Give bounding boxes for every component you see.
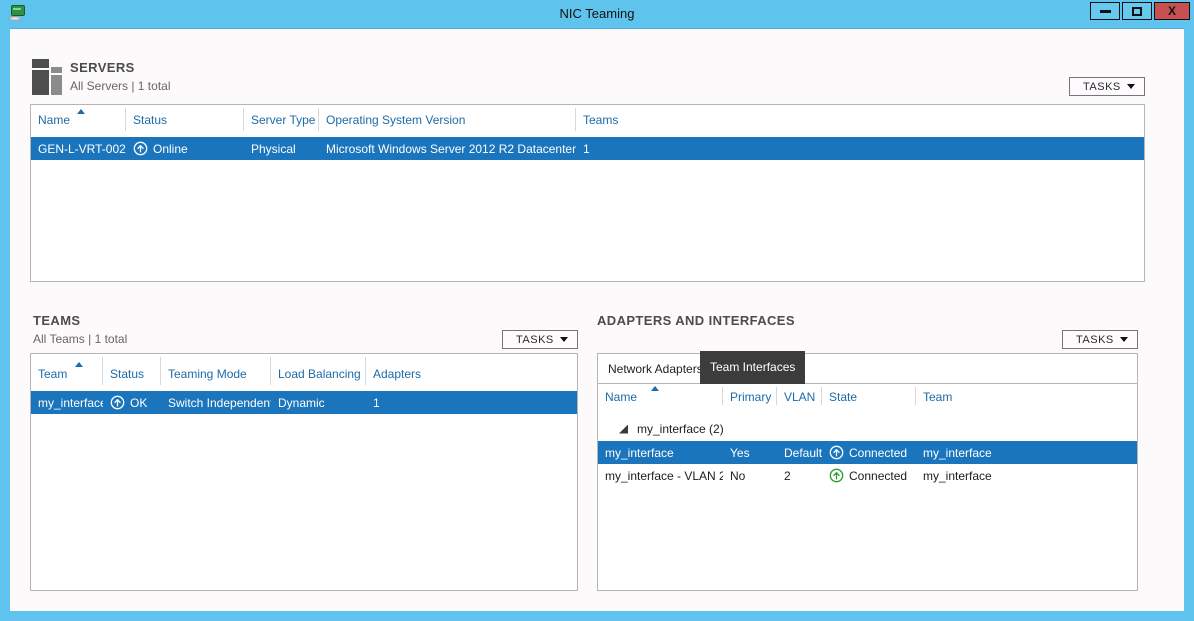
servers-icon xyxy=(32,58,63,95)
adapters-section-title: ADAPTERS AND INTERFACES xyxy=(597,313,795,328)
group-label: my_interface (2) xyxy=(637,422,724,436)
maximize-icon xyxy=(1132,6,1142,16)
group-expanded-icon[interactable] xyxy=(619,424,628,434)
servers-column-name[interactable]: Name xyxy=(31,105,126,137)
interface-primary-cell: No xyxy=(730,468,746,483)
teams-column-team[interactable]: Team xyxy=(31,354,103,391)
chevron-down-icon xyxy=(1120,337,1128,342)
interface-vlan-cell: 2 xyxy=(784,468,791,483)
interface-state-cell: Connected xyxy=(822,468,916,483)
servers-section-title: SERVERS xyxy=(70,60,135,75)
window-controls: X xyxy=(1090,2,1190,20)
window-content: SERVERS All Servers | 1 total TASKS Name… xyxy=(10,28,1184,611)
servers-column-server-type[interactable]: Server Type xyxy=(244,105,319,137)
maximize-button[interactable] xyxy=(1122,2,1152,20)
chevron-down-icon xyxy=(560,337,568,342)
team-name-cell: my_interface xyxy=(38,395,103,410)
tab-network-adapters[interactable]: Network Adapters xyxy=(608,362,703,376)
adapters-panel: Network Adapters Team Interfaces Name Pr… xyxy=(597,351,1138,591)
adapters-tasks-button[interactable]: TASKS xyxy=(1062,330,1138,349)
server-type-cell: Physical xyxy=(251,141,296,156)
adapters-column-vlan[interactable]: VLAN xyxy=(777,384,822,411)
app-icon-screen xyxy=(11,5,25,16)
adapters-column-name[interactable]: Name xyxy=(598,384,723,411)
teams-table-header: Team Status Teaming Mode Load Balancing … xyxy=(31,354,577,391)
teams-tasks-button[interactable]: TASKS xyxy=(502,330,578,349)
interface-team-cell: my_interface xyxy=(923,445,992,460)
interface-vlan-cell: Default xyxy=(784,445,822,460)
teams-section-title: TEAMS xyxy=(33,313,81,328)
team-row[interactable]: my_interface OK Switch Independent Dynam… xyxy=(31,391,577,414)
teams-column-teaming-mode[interactable]: Teaming Mode xyxy=(161,354,271,391)
teams-column-status[interactable]: Status xyxy=(103,354,161,391)
interface-name-cell: my_interface xyxy=(605,445,674,460)
servers-section-subtitle: All Servers | 1 total xyxy=(70,79,171,93)
team-status-cell: OK xyxy=(103,395,161,410)
servers-column-status[interactable]: Status xyxy=(126,105,244,137)
nic-teaming-app-icon xyxy=(9,5,26,21)
server-name-cell: GEN-L-VRT-002 xyxy=(38,141,126,156)
teams-table: Team Status Teaming Mode Load Balancing … xyxy=(30,353,578,591)
interface-name-cell: my_interface - VLAN 2 xyxy=(605,468,723,483)
sort-ascending-icon xyxy=(651,386,659,391)
teams-column-load-balancing[interactable]: Load Balancing xyxy=(271,354,366,391)
team-mode-cell: Switch Independent xyxy=(168,395,271,410)
adapters-column-team[interactable]: Team xyxy=(923,390,953,404)
app-icon-base xyxy=(9,16,21,21)
servers-table-header: Name Status Server Type Operating System… xyxy=(31,105,1144,137)
close-button[interactable]: X xyxy=(1154,2,1190,20)
chevron-down-icon xyxy=(1127,84,1135,89)
minimize-button[interactable] xyxy=(1090,2,1120,20)
teams-section-subtitle: All Teams | 1 total xyxy=(33,332,128,346)
up-arrow-circle-icon xyxy=(829,445,844,460)
up-arrow-circle-icon xyxy=(829,468,844,483)
adapters-table-header: Name Primary VLAN State Team xyxy=(598,384,1137,411)
servers-column-os-version[interactable]: Operating System Version xyxy=(319,105,576,137)
interface-team-cell: my_interface xyxy=(923,468,992,483)
interface-row[interactable]: my_interface Yes Default Connected my_in… xyxy=(598,441,1137,464)
team-adapters-cell: 1 xyxy=(373,395,380,410)
server-row[interactable]: GEN-L-VRT-002 Online Physical Microsoft … xyxy=(31,137,1144,160)
server-teams-cell: 1 xyxy=(583,141,590,156)
up-arrow-circle-icon xyxy=(133,141,148,156)
interface-primary-cell: Yes xyxy=(730,445,750,460)
adapters-column-primary[interactable]: Primary xyxy=(723,384,777,411)
servers-tasks-button[interactable]: TASKS xyxy=(1069,77,1145,96)
interface-group-row[interactable]: my_interface (2) xyxy=(598,417,1137,441)
servers-table: Name Status Server Type Operating System… xyxy=(30,104,1145,282)
interface-state-cell: Connected xyxy=(822,445,916,460)
adapters-column-state[interactable]: State xyxy=(822,384,916,411)
sort-ascending-icon xyxy=(77,109,85,114)
server-status-cell: Online xyxy=(126,141,244,156)
servers-column-teams[interactable]: Teams xyxy=(583,113,619,127)
minimize-icon xyxy=(1099,9,1111,13)
app-icon-detail xyxy=(13,8,21,10)
tab-team-interfaces[interactable]: Team Interfaces xyxy=(700,351,806,384)
sort-ascending-icon xyxy=(75,362,83,367)
team-lb-cell: Dynamic xyxy=(278,395,325,410)
interface-row[interactable]: my_interface - VLAN 2 No 2 Connected my_… xyxy=(598,464,1137,487)
title-bar: NIC Teaming X xyxy=(0,0,1194,28)
up-arrow-circle-icon xyxy=(110,395,125,410)
server-os-cell: Microsoft Windows Server 2012 R2 Datacen… xyxy=(326,141,576,156)
teams-column-adapters[interactable]: Adapters xyxy=(373,367,422,381)
window-title: NIC Teaming xyxy=(559,6,635,21)
adapters-tabstrip: Network Adapters Team Interfaces xyxy=(598,351,1137,384)
